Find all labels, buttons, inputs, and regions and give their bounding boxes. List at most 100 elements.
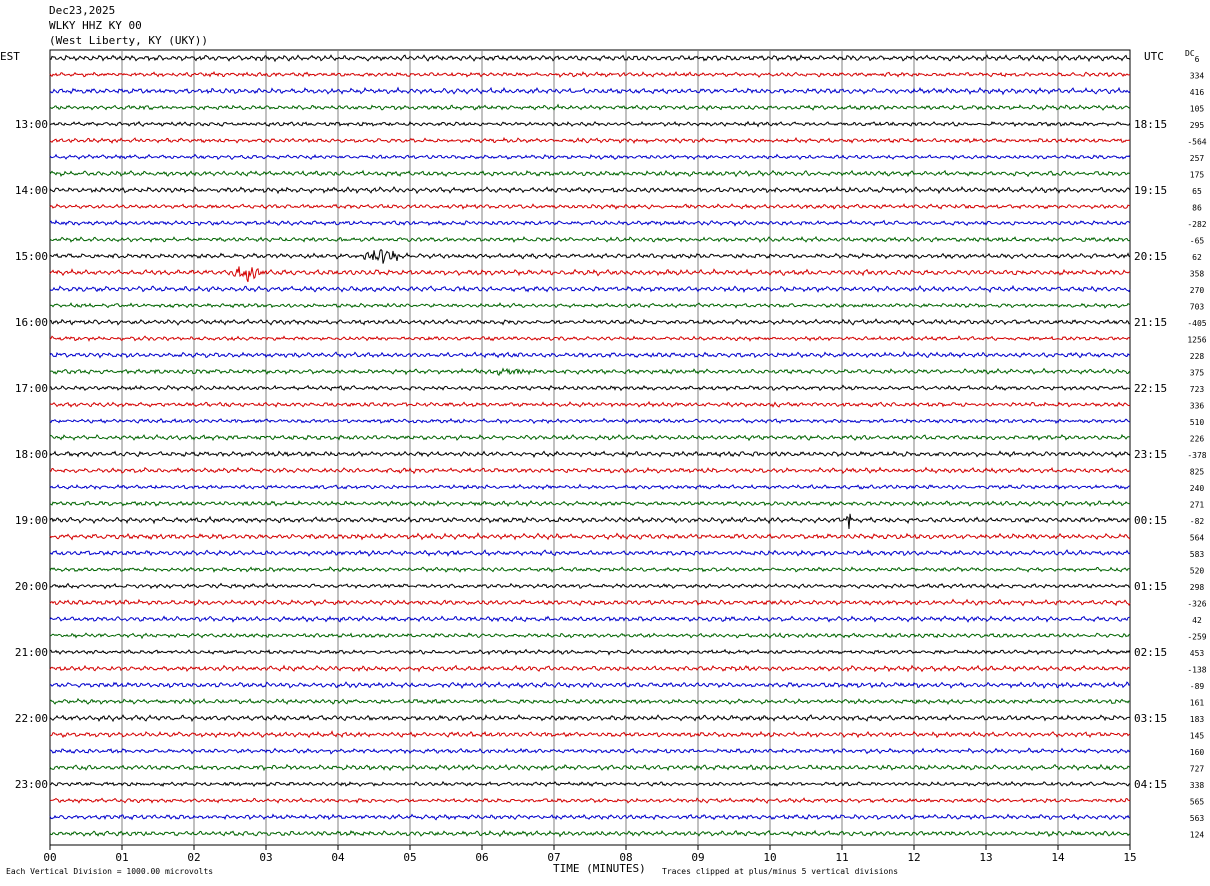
trace-line bbox=[49, 71, 1131, 78]
dc-offset-label: 1256 bbox=[1187, 336, 1206, 345]
trace-line bbox=[49, 598, 1131, 607]
trace-line bbox=[49, 335, 1131, 342]
trace-line bbox=[49, 54, 1131, 63]
trace-line bbox=[49, 730, 1131, 739]
x-tick-label: 05 bbox=[403, 851, 416, 864]
trace-line bbox=[49, 86, 1131, 96]
x-tick-label: 03 bbox=[259, 851, 272, 864]
trace-line bbox=[49, 433, 1131, 442]
clip-note: Traces clipped at plus/minus 5 vertical … bbox=[662, 867, 899, 876]
right-hour-label: 03:15 bbox=[1134, 712, 1167, 725]
dc-offset-label: 520 bbox=[1190, 567, 1205, 576]
left-hour-label: 13:00 bbox=[15, 118, 48, 131]
trace-line bbox=[49, 203, 1131, 210]
x-tick-label: 12 bbox=[907, 851, 920, 864]
x-tick-label: 07 bbox=[547, 851, 560, 864]
trace-line bbox=[49, 302, 1131, 309]
trace-line bbox=[49, 219, 1131, 227]
trace-line bbox=[49, 466, 1131, 475]
x-tick-label: 04 bbox=[331, 851, 345, 864]
dc-offset-label: 723 bbox=[1190, 385, 1205, 394]
trace-line bbox=[49, 582, 1131, 590]
dc-offset-label: 338 bbox=[1190, 781, 1205, 790]
dc-offset-label: 228 bbox=[1190, 352, 1205, 361]
x-tick-label: 15 bbox=[1123, 851, 1136, 864]
dc-offset-label: 160 bbox=[1190, 748, 1205, 757]
dc-offset-label: 145 bbox=[1190, 732, 1205, 741]
dc-offset-label: 183 bbox=[1190, 715, 1205, 724]
trace-line bbox=[49, 318, 1131, 326]
trace-line bbox=[49, 169, 1131, 178]
x-tick-label: 02 bbox=[187, 851, 200, 864]
trace-line bbox=[49, 483, 1131, 491]
dc-offset-label: 124 bbox=[1190, 831, 1205, 840]
dc-offset-label: 375 bbox=[1190, 369, 1205, 378]
x-tick-label: 01 bbox=[115, 851, 128, 864]
trace-line bbox=[49, 549, 1131, 557]
dc-offset-label: 226 bbox=[1190, 435, 1205, 444]
header-date: Dec23,2025 bbox=[49, 4, 116, 17]
dc-offset-label: -138 bbox=[1187, 666, 1206, 675]
dc-offset-label: -82 bbox=[1190, 517, 1205, 526]
dc-offset-label: -259 bbox=[1187, 633, 1206, 642]
left-hour-label: 17:00 bbox=[15, 382, 48, 395]
dc-offset-label: 727 bbox=[1190, 765, 1205, 774]
left-hour-label: 18:00 bbox=[15, 448, 48, 461]
trace-line bbox=[49, 681, 1131, 690]
trace-line bbox=[49, 120, 1131, 128]
dc-offset-label: -378 bbox=[1187, 451, 1206, 460]
trace-line bbox=[49, 153, 1131, 161]
dc-offset-label: 257 bbox=[1190, 154, 1205, 163]
trace-line bbox=[49, 763, 1131, 772]
left-hour-label: 21:00 bbox=[15, 646, 48, 659]
dc-offset-label: 270 bbox=[1190, 286, 1205, 295]
x-tick-label: 11 bbox=[835, 851, 848, 864]
dc-offset-label: -326 bbox=[1187, 600, 1206, 609]
left-hour-label: 16:00 bbox=[15, 316, 48, 329]
right-hour-label: 21:15 bbox=[1134, 316, 1167, 329]
scale-note: Each Vertical Division = 1000.00 microvo… bbox=[6, 867, 214, 876]
trace-line bbox=[49, 248, 1131, 264]
trace-line bbox=[49, 499, 1130, 508]
left-hour-label: 20:00 bbox=[15, 580, 48, 593]
trace-line bbox=[49, 351, 1131, 359]
dc-offset-label: 583 bbox=[1190, 550, 1205, 559]
right-hour-label: 20:15 bbox=[1134, 250, 1167, 263]
dc-offset-label: 510 bbox=[1190, 418, 1205, 427]
trace-line bbox=[49, 813, 1131, 821]
dc-offset-label: -282 bbox=[1187, 220, 1206, 229]
right-hour-label: 01:15 bbox=[1134, 580, 1167, 593]
trace-line bbox=[49, 284, 1131, 294]
left-hour-label: 14:00 bbox=[15, 184, 48, 197]
x-tick-label: 08 bbox=[619, 851, 632, 864]
dc-offset-label: 295 bbox=[1190, 121, 1205, 130]
trace-line bbox=[49, 829, 1131, 838]
dc-offset-label: 358 bbox=[1190, 270, 1205, 279]
trace-line bbox=[49, 747, 1131, 755]
trace-line bbox=[49, 450, 1131, 459]
trace-line bbox=[49, 780, 1131, 788]
x-tick-label: 10 bbox=[763, 851, 776, 864]
right-hour-label: 18:15 bbox=[1134, 118, 1167, 131]
dc-offset-label: 334 bbox=[1190, 72, 1205, 81]
header-station: WLKY HHZ KY 00 bbox=[49, 19, 142, 32]
right-hour-label: 19:15 bbox=[1134, 184, 1167, 197]
dc-offset-label: -405 bbox=[1187, 319, 1206, 328]
trace-line bbox=[49, 103, 1131, 112]
dc-offset-label: 703 bbox=[1190, 303, 1205, 312]
trace-line bbox=[49, 417, 1131, 425]
x-tick-label: 14 bbox=[1051, 851, 1065, 864]
dc-offset-label: -564 bbox=[1187, 138, 1206, 147]
dc-offset-label: 240 bbox=[1190, 484, 1205, 493]
dc-offset-label: 453 bbox=[1190, 649, 1205, 658]
dc-offset-label: 565 bbox=[1190, 798, 1205, 807]
trace-line bbox=[49, 664, 1131, 673]
x-tick-label: 13 bbox=[979, 851, 992, 864]
trace-line bbox=[49, 367, 1131, 376]
dc-offset-label: 271 bbox=[1190, 501, 1205, 510]
right-hour-label: 02:15 bbox=[1134, 646, 1167, 659]
trace-line bbox=[49, 714, 1131, 723]
left-hour-label: 22:00 bbox=[15, 712, 48, 725]
dc-offset-label: 6 bbox=[1195, 55, 1200, 64]
